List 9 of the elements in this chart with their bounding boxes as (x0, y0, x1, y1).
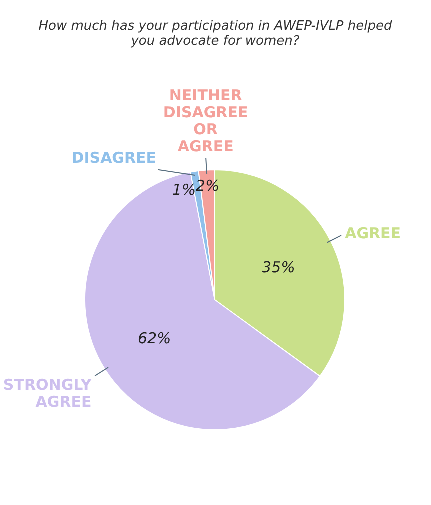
slice-label: AGREE (345, 224, 402, 243)
data-label: 35% (262, 258, 296, 277)
slice-label: STRONGLY AGREE (3, 376, 93, 412)
data-label: 62% (138, 329, 172, 348)
data-label: 2% (196, 176, 220, 195)
slice-label: DISAGREE (72, 149, 157, 168)
chart-title: How much has your participation in AWEP-IVLP helped you advocate for women? (38, 19, 393, 49)
slice-label: NEITHER DISAGREE OR AGREE (163, 86, 248, 156)
data-label: 1% (172, 180, 196, 199)
